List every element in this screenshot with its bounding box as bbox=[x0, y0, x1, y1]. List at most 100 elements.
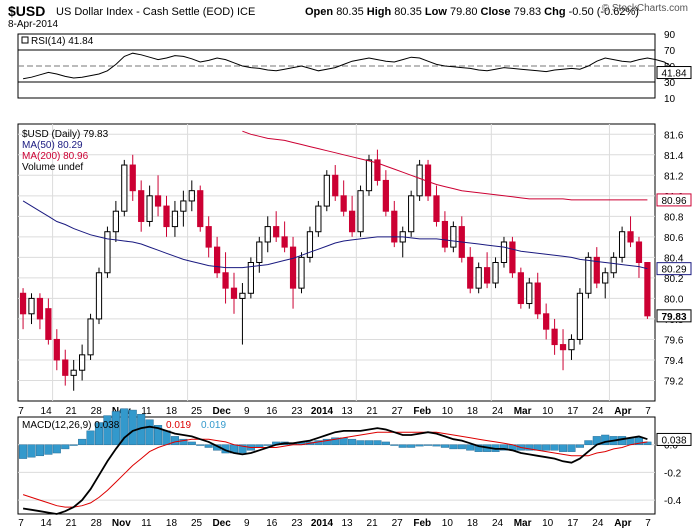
macd-histogram-bar bbox=[618, 436, 627, 445]
macd-histogram-bar bbox=[27, 444, 36, 458]
candle-body bbox=[585, 256, 592, 294]
macd-histogram-bar bbox=[634, 437, 644, 445]
x-tick-label-bottom: 28 bbox=[91, 518, 103, 529]
open-value: 80.35 bbox=[336, 6, 364, 18]
candle-body bbox=[163, 205, 170, 228]
candle-body bbox=[483, 267, 491, 284]
price-tick-label: 80.8 bbox=[664, 212, 684, 223]
last-price-tag: 79.83 bbox=[661, 312, 686, 323]
x-tick-label-top: 2014 bbox=[311, 406, 334, 417]
candle-body bbox=[79, 354, 86, 371]
candle-body bbox=[138, 190, 145, 222]
macd-histogram-bar bbox=[558, 444, 568, 452]
x-tick-label-bottom: 14 bbox=[41, 518, 53, 529]
x-tick-label-bottom: 2014 bbox=[311, 518, 334, 529]
rsi-tick-label: 30 bbox=[664, 78, 676, 89]
ma50-line bbox=[22, 200, 648, 270]
x-tick-label-top: Feb bbox=[413, 406, 431, 417]
high-value: 80.35 bbox=[394, 6, 422, 18]
macd-histogram-bar bbox=[373, 440, 382, 445]
macd-tick-label: 0.0 bbox=[664, 441, 678, 452]
macd-histogram-bar bbox=[120, 408, 129, 445]
symbol-description: US Dollar Index - Cash Settle (EOD) ICE bbox=[56, 6, 255, 18]
candle-body bbox=[610, 256, 617, 274]
x-tick-label-bottom: 7 bbox=[645, 518, 651, 529]
macd-histogram-bar bbox=[170, 436, 179, 445]
macd-histogram-bar bbox=[35, 444, 44, 457]
price-tick-label: 79.4 bbox=[664, 356, 684, 367]
candle-body bbox=[450, 226, 457, 248]
ma200-line bbox=[242, 130, 648, 201]
x-tick-label-bottom: 24 bbox=[592, 518, 604, 529]
macd-histogram-bar bbox=[52, 444, 61, 454]
x-tick-label-bottom: Nov bbox=[112, 518, 131, 529]
candle-body bbox=[576, 292, 584, 340]
rsi-tick-label: 10 bbox=[664, 94, 676, 105]
candle-body bbox=[62, 359, 69, 376]
candle-body bbox=[323, 174, 330, 207]
macd-signal-line bbox=[22, 431, 648, 508]
macd-current-tag: 0.038 bbox=[661, 435, 686, 446]
macd-histogram-bar bbox=[457, 444, 466, 450]
candle-body bbox=[19, 292, 27, 315]
price-tick-label: 81.2 bbox=[664, 171, 684, 182]
ma200-current-tag: 80.96 bbox=[661, 196, 686, 207]
candle-body bbox=[602, 272, 609, 284]
candle-body bbox=[526, 282, 533, 305]
candle-body bbox=[146, 195, 153, 222]
candle-body bbox=[129, 164, 136, 192]
candle-body bbox=[517, 272, 524, 305]
price-tick-label: 79.2 bbox=[664, 376, 684, 387]
open-label: Open bbox=[305, 6, 334, 18]
price-tick-label: 79.6 bbox=[664, 335, 684, 346]
rsi-line bbox=[23, 52, 690, 80]
macd-histogram-bar bbox=[474, 444, 483, 452]
x-tick-label-top: 23 bbox=[291, 406, 303, 417]
candle-body bbox=[180, 200, 187, 212]
price-tick-label: 80.6 bbox=[664, 233, 684, 244]
candle-body bbox=[53, 338, 60, 361]
macd-histogram-bar bbox=[103, 415, 112, 445]
macd-histogram-bar bbox=[356, 440, 365, 445]
x-tick-label-top: 24 bbox=[492, 406, 504, 417]
candle-body bbox=[509, 241, 516, 274]
macd-legend-main: MACD(12,26,9) 0.038 bbox=[22, 420, 120, 431]
candle-body bbox=[171, 210, 179, 228]
x-tick-label-top: 10 bbox=[542, 406, 554, 417]
candle-body bbox=[154, 195, 162, 207]
x-tick-label-top: Apr bbox=[614, 406, 631, 417]
ohlc-readout: Open 80.35 High 80.35 Low 79.80 Close 79… bbox=[305, 6, 639, 18]
candle-body bbox=[36, 297, 44, 320]
macd-legend-signal: 0.019 bbox=[166, 420, 191, 431]
chart-date: 8-Apr-2014 bbox=[8, 19, 59, 30]
macd-histogram-bar bbox=[154, 425, 163, 445]
x-tick-label-bottom: 10 bbox=[442, 518, 454, 529]
rsi-legend: RSI(14) 41.84 bbox=[31, 36, 94, 47]
x-tick-label-bottom: 11 bbox=[141, 518, 152, 529]
macd-histogram-bar bbox=[187, 441, 196, 445]
macd-histogram-bar bbox=[449, 444, 458, 450]
candle-body bbox=[441, 220, 449, 248]
macd-histogram-bar bbox=[263, 444, 272, 446]
macd-histogram-bar bbox=[575, 444, 584, 448]
candle-body bbox=[205, 226, 212, 248]
rsi-tick-label: 90 bbox=[664, 30, 676, 41]
macd-histogram-bar bbox=[78, 438, 87, 445]
price-tick-label: 80.0 bbox=[664, 294, 684, 305]
candle-body bbox=[298, 256, 305, 289]
macd-histogram-bar bbox=[567, 444, 576, 452]
macd-histogram-bar bbox=[440, 444, 449, 448]
candle-body bbox=[332, 174, 339, 197]
x-tick-label-top: 17 bbox=[567, 406, 579, 417]
macd-histogram-bar bbox=[398, 444, 407, 448]
x-tick-label-bottom: 18 bbox=[166, 518, 178, 529]
macd-histogram-bar bbox=[525, 444, 534, 451]
x-tick-label-top: 9 bbox=[244, 406, 250, 417]
macd-histogram-bar bbox=[364, 440, 374, 445]
macd-histogram-bar bbox=[331, 437, 340, 445]
candle-body bbox=[213, 246, 221, 274]
price-tick-label: 81.4 bbox=[664, 151, 684, 162]
copyright: © StockCharts.com bbox=[601, 3, 688, 14]
macd-histogram-bar bbox=[145, 419, 154, 445]
close-value: 79.83 bbox=[513, 6, 542, 18]
